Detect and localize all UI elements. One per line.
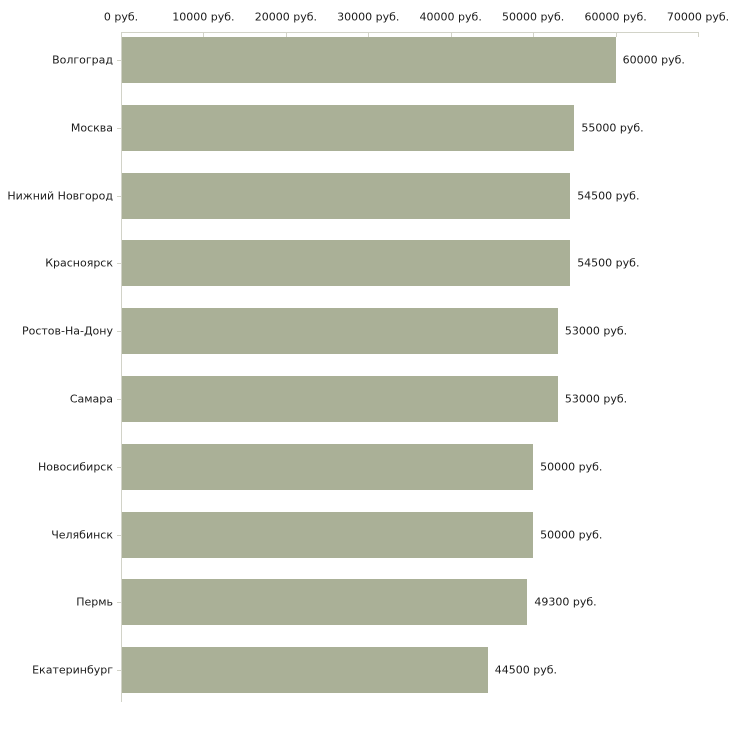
- y-tick-mark: [117, 60, 121, 61]
- x-tick-mark: [285, 32, 287, 37]
- x-tick-mark: [368, 32, 370, 37]
- category-label: Новосибирск: [37, 460, 113, 474]
- value-label: 54500 руб.: [577, 189, 640, 203]
- y-axis-line: [121, 32, 122, 702]
- value-label: 53000 руб.: [564, 392, 628, 406]
- bar: [122, 376, 558, 422]
- x-axis-line: [121, 32, 699, 33]
- y-tick-mark: [117, 263, 121, 264]
- bar: [122, 240, 570, 286]
- bar: [122, 37, 616, 83]
- category-label: Волгоград: [52, 53, 113, 67]
- bar: [122, 173, 570, 219]
- bar: [122, 647, 488, 693]
- value-label: 54500 руб.: [577, 256, 640, 270]
- bar: [122, 444, 533, 490]
- value-label: 50000 руб.: [540, 528, 603, 542]
- x-tick-mark: [450, 32, 452, 37]
- value-label: 44500 руб.: [494, 663, 558, 677]
- y-tick-mark: [117, 535, 121, 536]
- bar: [122, 579, 527, 625]
- category-label: Челябинск: [51, 528, 113, 542]
- y-tick-mark: [117, 670, 121, 671]
- x-tick-label: 20000 руб.: [254, 10, 318, 24]
- x-tick-label: 40000 руб.: [419, 10, 482, 24]
- y-tick-mark: [117, 196, 121, 197]
- x-tick-label: 30000 руб.: [337, 10, 400, 24]
- bar: [122, 512, 533, 558]
- category-label: Красноярск: [45, 256, 113, 270]
- x-tick-mark: [698, 32, 699, 37]
- category-label: Екатеринбург: [32, 663, 113, 677]
- bar: [122, 308, 558, 354]
- x-tick-mark: [615, 32, 617, 37]
- x-tick-mark: [203, 32, 205, 37]
- bar: [122, 105, 574, 151]
- x-tick-label: 10000 руб.: [172, 10, 235, 24]
- value-label: 60000 руб.: [622, 53, 685, 67]
- y-tick-mark: [117, 128, 121, 129]
- value-label: 49300 руб.: [534, 595, 597, 609]
- y-tick-mark: [117, 602, 121, 603]
- y-tick-mark: [117, 331, 121, 332]
- category-label: Москва: [70, 121, 113, 135]
- value-label: 53000 руб.: [564, 324, 628, 338]
- x-tick-label: 60000 руб.: [584, 10, 647, 24]
- category-label: Пермь: [76, 595, 113, 609]
- x-tick-label: 50000 руб.: [501, 10, 565, 24]
- value-label: 50000 руб.: [540, 460, 603, 474]
- y-tick-mark: [117, 467, 121, 468]
- y-tick-mark: [117, 399, 121, 400]
- x-tick-label: 70000 руб.: [666, 10, 730, 24]
- x-tick-label: 0 руб.: [103, 10, 139, 24]
- category-label: Самара: [69, 392, 113, 406]
- category-label: Нижний Новгород: [7, 189, 113, 203]
- x-tick-mark: [533, 32, 535, 37]
- category-label: Ростов-На-Дону: [21, 324, 113, 338]
- value-label: 55000 руб.: [581, 121, 644, 135]
